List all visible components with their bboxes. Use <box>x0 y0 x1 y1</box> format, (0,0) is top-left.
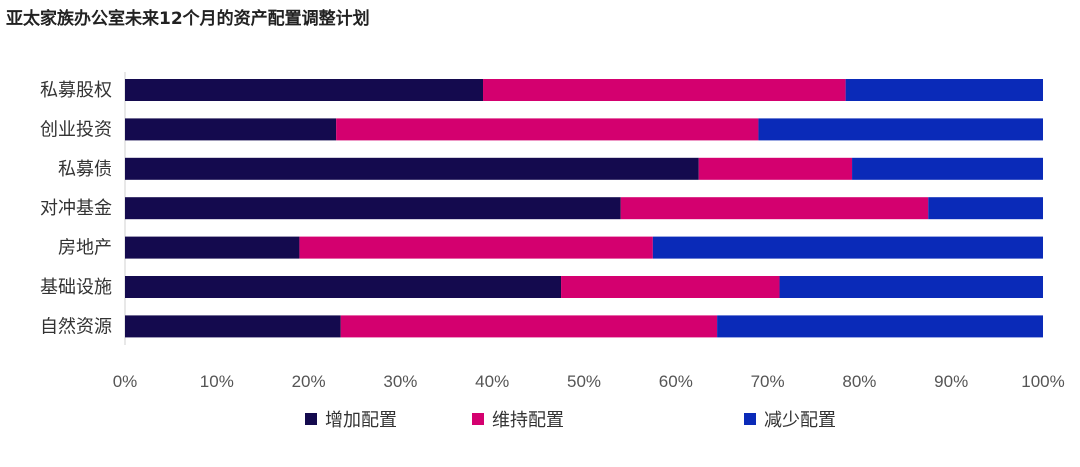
category-label: 房地产 <box>58 238 112 259</box>
bar-segment-maintain <box>340 315 718 338</box>
category-label: 基础设施 <box>40 277 112 298</box>
x-tick-label: 90% <box>934 372 968 391</box>
bar-segment-decrease <box>758 118 1043 141</box>
legend-item-increase: 增加配置 <box>305 404 397 434</box>
bar-segment-maintain <box>561 276 780 298</box>
legend-item-decrease: 减少配置 <box>744 404 836 434</box>
bar-segment-increase <box>125 315 341 338</box>
x-tick-label: 80% <box>842 372 876 391</box>
x-tick-label: 100% <box>1021 372 1064 391</box>
bar-segment-decrease <box>928 197 1043 220</box>
legend-swatch-decrease <box>744 413 756 425</box>
bar-segment-increase <box>125 276 562 298</box>
x-tick-label: 70% <box>751 372 785 391</box>
legend-label-decrease: 减少配置 <box>764 410 836 431</box>
x-tick-label: 60% <box>659 372 693 391</box>
x-tick-label: 10% <box>200 372 234 391</box>
bar-segment-increase <box>125 236 300 259</box>
bar-segment-maintain <box>620 197 929 220</box>
legend-label-increase: 增加配置 <box>325 410 397 431</box>
category-label: 私募股权 <box>40 80 112 101</box>
chart-title: 亚太家族办公室未来12个月的资产配置调整计划 <box>6 9 370 29</box>
bar-segment-increase <box>125 197 621 220</box>
bar-segment-decrease <box>852 157 1043 180</box>
legend: 增加配置 维持配置 减少配置 <box>0 404 1080 434</box>
bar-segment-maintain <box>698 157 853 180</box>
category-label: 对冲基金 <box>40 198 112 219</box>
x-tick-label: 50% <box>567 372 601 391</box>
category-label: 自然资源 <box>40 316 112 337</box>
bar-segment-increase <box>125 79 484 101</box>
x-tick-label: 20% <box>292 372 326 391</box>
bar-segment-decrease <box>652 236 1043 259</box>
bar-segment-increase <box>125 118 337 141</box>
category-label: 私募债 <box>58 159 112 180</box>
legend-swatch-increase <box>305 413 317 425</box>
bar-segment-decrease <box>845 79 1043 101</box>
x-tick-label: 40% <box>475 372 509 391</box>
bar-segment-maintain <box>299 236 653 259</box>
bar-segment-increase <box>125 157 699 180</box>
x-tick-label: 30% <box>383 372 417 391</box>
bar-segment-decrease <box>717 315 1043 338</box>
bar-segment-maintain <box>336 118 759 141</box>
legend-swatch-maintain <box>472 413 484 425</box>
category-label: 创业投资 <box>40 119 112 140</box>
legend-label-maintain: 维持配置 <box>492 410 564 431</box>
legend-item-maintain: 维持配置 <box>472 404 564 434</box>
x-tick-label: 0% <box>113 372 138 391</box>
bar-segment-maintain <box>483 79 846 101</box>
bar-segment-decrease <box>779 276 1043 298</box>
